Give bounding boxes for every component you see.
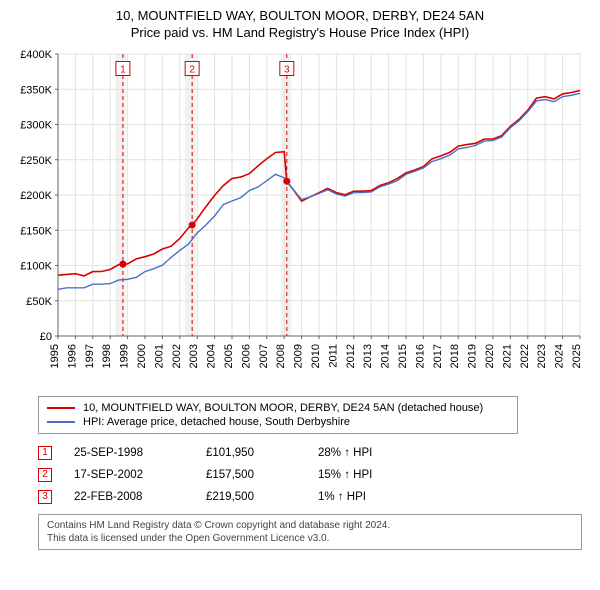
event-price-1: £157,500 — [206, 469, 296, 481]
legend-label-1: HPI: Average price, detached house, Sout… — [83, 416, 350, 428]
svg-text:2003: 2003 — [188, 344, 200, 368]
title-line-2: Price paid vs. HM Land Registry's House … — [10, 25, 590, 42]
footer-line-2: This data is licensed under the Open Gov… — [47, 532, 573, 545]
svg-text:£0: £0 — [40, 331, 52, 343]
event-price-0: £101,950 — [206, 447, 296, 459]
footer-attribution: Contains HM Land Registry data © Crown c… — [38, 514, 582, 550]
legend-swatch-1 — [47, 421, 75, 423]
title-block: 10, MOUNTFIELD WAY, BOULTON MOOR, DERBY,… — [10, 8, 590, 42]
event-row-2: 3 22-FEB-2008 £219,500 1% ↑ HPI — [38, 486, 588, 508]
svg-text:2018: 2018 — [449, 344, 461, 368]
svg-text:£400K: £400K — [20, 49, 52, 61]
event-price-2: £219,500 — [206, 491, 296, 503]
svg-text:2017: 2017 — [432, 344, 444, 368]
svg-text:1: 1 — [120, 64, 126, 75]
svg-text:£50K: £50K — [26, 296, 52, 308]
event-date-2: 22-FEB-2008 — [74, 491, 184, 503]
legend-box: 10, MOUNTFIELD WAY, BOULTON MOOR, DERBY,… — [38, 396, 518, 434]
events-table: 1 25-SEP-1998 £101,950 28% ↑ HPI 2 17-SE… — [38, 442, 588, 508]
svg-text:2021: 2021 — [501, 344, 513, 368]
svg-text:£250K: £250K — [20, 155, 52, 167]
svg-text:2012: 2012 — [345, 344, 357, 368]
chart-svg: £0 £50K £100K £150K £200K £250K £300K £350K £400… — [10, 48, 590, 388]
event-marker-1: 2 — [38, 468, 52, 482]
svg-text:2004: 2004 — [206, 344, 218, 368]
legend-swatch-0 — [47, 407, 75, 409]
svg-text:2007: 2007 — [258, 344, 270, 368]
svg-text:1997: 1997 — [84, 344, 96, 368]
svg-text:2009: 2009 — [293, 344, 305, 368]
svg-text:2016: 2016 — [414, 344, 426, 368]
event-row-1: 2 17-SEP-2002 £157,500 15% ↑ HPI — [38, 464, 588, 486]
event-hpi-2: 1% ↑ HPI — [318, 491, 418, 503]
event-date-0: 25-SEP-1998 — [74, 447, 184, 459]
svg-text:£150K: £150K — [20, 225, 52, 237]
svg-text:2000: 2000 — [136, 344, 148, 368]
svg-text:3: 3 — [284, 64, 290, 75]
svg-text:1998: 1998 — [101, 344, 113, 368]
svg-text:£100K: £100K — [20, 260, 52, 272]
legend-row-1: HPI: Average price, detached house, Sout… — [47, 415, 509, 429]
svg-text:£350K: £350K — [20, 84, 52, 96]
svg-text:£300K: £300K — [20, 119, 52, 131]
svg-text:2010: 2010 — [310, 344, 322, 368]
svg-text:2006: 2006 — [240, 344, 252, 368]
svg-text:2025: 2025 — [571, 344, 583, 368]
svg-text:2: 2 — [189, 64, 195, 75]
svg-text:2020: 2020 — [484, 344, 496, 368]
event-row-0: 1 25-SEP-1998 £101,950 28% ↑ HPI — [38, 442, 588, 464]
svg-text:2011: 2011 — [327, 344, 339, 368]
svg-text:2024: 2024 — [554, 344, 566, 368]
title-line-1: 10, MOUNTFIELD WAY, BOULTON MOOR, DERBY,… — [10, 8, 590, 25]
event-hpi-0: 28% ↑ HPI — [318, 447, 418, 459]
event-hpi-1: 15% ↑ HPI — [318, 469, 418, 481]
event-marker-2: 3 — [38, 490, 52, 504]
svg-text:1996: 1996 — [66, 344, 78, 368]
legend-label-0: 10, MOUNTFIELD WAY, BOULTON MOOR, DERBY,… — [83, 402, 483, 414]
svg-text:2008: 2008 — [275, 344, 287, 368]
chart-area: £0 £50K £100K £150K £200K £250K £300K £350K £400… — [10, 48, 590, 388]
svg-text:2005: 2005 — [223, 344, 235, 368]
footer-line-1: Contains HM Land Registry data © Crown c… — [47, 519, 573, 532]
event-date-1: 17-SEP-2002 — [74, 469, 184, 481]
svg-text:1999: 1999 — [119, 344, 131, 368]
svg-text:2002: 2002 — [171, 344, 183, 368]
svg-text:2013: 2013 — [362, 344, 374, 368]
legend-row-0: 10, MOUNTFIELD WAY, BOULTON MOOR, DERBY,… — [47, 401, 509, 415]
svg-text:2022: 2022 — [519, 344, 531, 368]
chart-container: 10, MOUNTFIELD WAY, BOULTON MOOR, DERBY,… — [0, 0, 600, 560]
event-marker-0: 1 — [38, 446, 52, 460]
svg-text:2019: 2019 — [467, 344, 479, 368]
svg-text:1995: 1995 — [49, 344, 61, 368]
svg-text:2001: 2001 — [153, 344, 165, 368]
svg-text:2014: 2014 — [380, 344, 392, 368]
svg-text:2023: 2023 — [536, 344, 548, 368]
svg-text:2015: 2015 — [397, 344, 409, 368]
svg-text:£200K: £200K — [20, 190, 52, 202]
